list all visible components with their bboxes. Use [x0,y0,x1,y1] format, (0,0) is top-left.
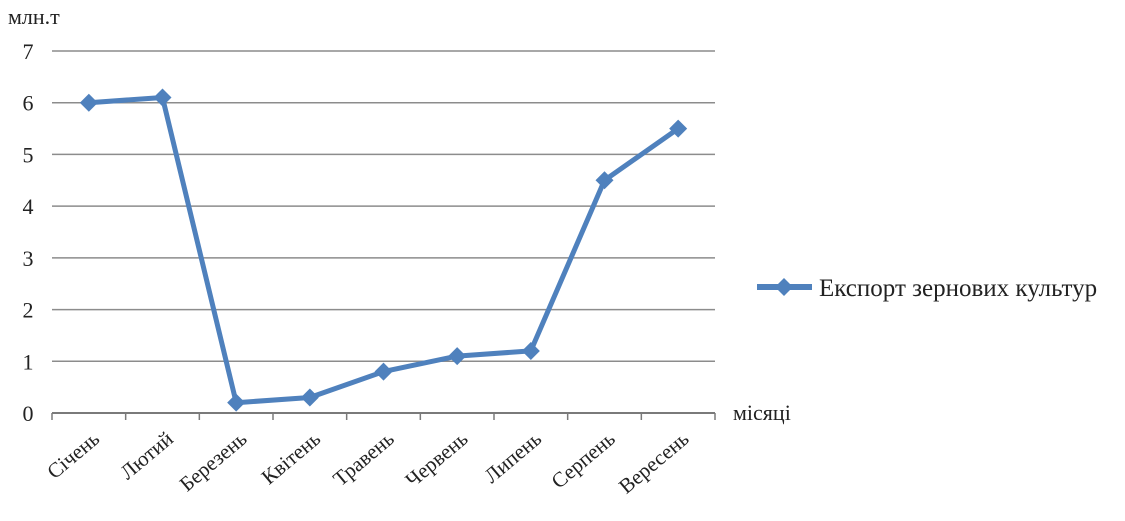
y-tick-label: 2 [23,298,34,323]
data-point-marker [521,341,540,360]
x-tick-label: Лютий [115,426,177,484]
data-point-marker [374,362,393,381]
y-tick-label: 3 [23,246,34,271]
legend-diamond-marker [775,278,793,296]
x-tick-label: Березень [175,426,252,496]
data-point-marker [595,171,614,190]
x-tick-label: Червень [401,426,473,492]
y-tick-label: 4 [23,194,34,219]
x-tick-label: Серпень [546,426,619,493]
data-point-marker [79,93,98,112]
data-point-marker [300,388,319,407]
series-line [88,95,680,406]
data-point-marker [448,347,467,366]
y-tick-label: 6 [23,91,34,116]
x-tick-label: Липень [479,426,546,487]
y-tick-label: 7 [23,39,34,64]
x-tick-label: Січень [42,426,104,483]
y-tick-label: 0 [23,401,34,426]
data-point-marker [227,393,246,412]
data-point-marker [669,119,688,138]
x-tick-label: Травень [328,426,398,491]
data-point-marker [153,88,172,107]
legend-label: Експорт зернових культур [819,275,1097,302]
x-tick-label: Вересень [614,426,693,498]
y-tick-label: 5 [23,142,34,167]
legend: Експорт зернових культур [757,275,1097,302]
series-layer [79,88,688,412]
x-tick-label: Квітень [257,426,325,489]
y-axis-title: млн.т [8,4,60,29]
x-axis-title: місяці [733,400,791,425]
y-tick-labels: 0 1 2 3 4 5 6 7 [23,39,34,426]
y-tick-label: 1 [23,349,34,374]
